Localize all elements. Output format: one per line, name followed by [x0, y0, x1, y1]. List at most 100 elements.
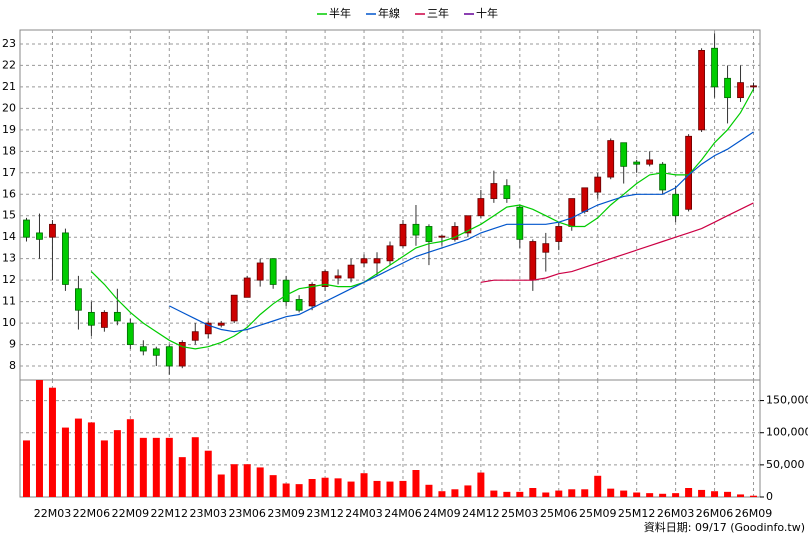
volume-bar: [87, 422, 95, 497]
candle-body: [750, 85, 757, 88]
candle-body: [62, 232, 69, 285]
legend-label: 年線: [378, 6, 400, 20]
volume-bar: [152, 437, 160, 497]
volume-bar: [555, 490, 563, 497]
x-tick-label: 23M09: [267, 507, 305, 520]
y-tick-label: 20: [2, 101, 16, 114]
candle-body: [347, 264, 355, 279]
ma-line: [169, 131, 754, 333]
x-tick-label: 25M12: [618, 507, 656, 520]
volume-bar: [334, 478, 342, 497]
candle-body: [568, 198, 576, 227]
volume-bar: [178, 457, 186, 497]
volume-bar: [256, 467, 264, 497]
x-tick-label: 25M09: [579, 507, 617, 520]
candle-body: [425, 226, 433, 242]
volume-bar: [750, 495, 758, 497]
candle-body: [581, 187, 589, 212]
x-tick-label: 24M12: [462, 507, 500, 520]
volume-bar: [516, 491, 524, 497]
candle-body: [659, 163, 667, 191]
volume-bar: [191, 437, 199, 497]
candle-body: [503, 185, 511, 199]
candle-body: [451, 226, 459, 240]
volume-bar: [165, 437, 173, 497]
volume-bar: [113, 430, 121, 497]
candle-body: [165, 346, 173, 367]
y-tick-label: 19: [2, 123, 16, 136]
candle-body: [308, 284, 316, 307]
candle-body: [49, 223, 56, 238]
y-tick-label: 22: [2, 58, 16, 71]
candle-body: [334, 275, 342, 279]
volume-bar: [620, 490, 628, 497]
volume-bar: [581, 489, 589, 497]
candle-body: [75, 288, 82, 311]
x-tick-label: 22M03: [34, 507, 72, 520]
candle-body: [646, 159, 654, 165]
y-tick-label: 21: [2, 80, 16, 93]
volume-bar: [672, 493, 680, 497]
volume-bar: [568, 489, 576, 497]
candle-body: [542, 243, 550, 253]
volume-bar: [438, 491, 446, 497]
volume-bar: [126, 419, 134, 497]
candle-body: [243, 277, 251, 298]
x-tick-label: 23M06: [228, 507, 266, 520]
y-tick-label: 15: [2, 209, 16, 222]
ma-line: [90, 88, 755, 350]
y-tick-label: 10: [2, 316, 16, 329]
y-tick-label: 18: [2, 144, 16, 157]
candle-body: [412, 223, 420, 236]
y-tick-label: 11: [2, 295, 16, 308]
candle-body: [269, 258, 277, 285]
x-tick-label: 26M09: [735, 507, 773, 520]
y-tick-label: 17: [2, 166, 16, 179]
volume-bar: [243, 464, 251, 497]
candle-body: [373, 258, 381, 264]
volume-bar: [659, 493, 667, 497]
volume-bar: [412, 470, 420, 497]
y-tick-label: 50,000: [766, 458, 805, 471]
volume-bar: [685, 488, 693, 497]
volume-bar: [464, 485, 472, 497]
candle-body: [204, 322, 212, 335]
y-tick-label: 150,000: [766, 394, 808, 407]
x-tick-label: 22M12: [151, 507, 189, 520]
candle-body: [23, 219, 30, 238]
x-tick-label: 23M12: [306, 507, 344, 520]
x-tick-label: 23M03: [189, 507, 227, 520]
y-tick-label: 16: [2, 187, 16, 200]
x-tick-label: 24M03: [345, 507, 383, 520]
volume-bar: [737, 494, 745, 497]
candle-body: [295, 299, 303, 311]
x-tick-label: 26M03: [657, 507, 695, 520]
volume-bar: [594, 475, 602, 497]
volume-bar: [503, 491, 511, 497]
x-tick-label: 26M06: [696, 507, 734, 520]
candle-body: [607, 140, 615, 178]
candle-body: [282, 279, 290, 303]
candle-body: [178, 342, 186, 367]
candle-body: [399, 223, 407, 247]
volume-bar: [607, 488, 615, 497]
volume-bar: [633, 492, 641, 497]
candle-body: [152, 348, 160, 356]
volume-bar: [711, 491, 719, 497]
ma-line: [480, 202, 754, 283]
candle-body: [490, 183, 498, 199]
candle-body: [139, 346, 147, 352]
candle-body: [438, 235, 446, 238]
candle-body: [477, 198, 485, 217]
candle-body: [36, 232, 43, 240]
candle-body: [113, 311, 121, 322]
volume-bar: [451, 489, 459, 497]
candle-body: [230, 294, 238, 322]
candle-body: [516, 206, 524, 240]
candle-body: [386, 245, 394, 262]
y-tick-label: 9: [9, 338, 16, 351]
legend-label: 三年: [427, 6, 449, 20]
candle-body: [724, 77, 731, 99]
volume-bar: [217, 474, 225, 497]
volume-bar: [22, 440, 30, 497]
